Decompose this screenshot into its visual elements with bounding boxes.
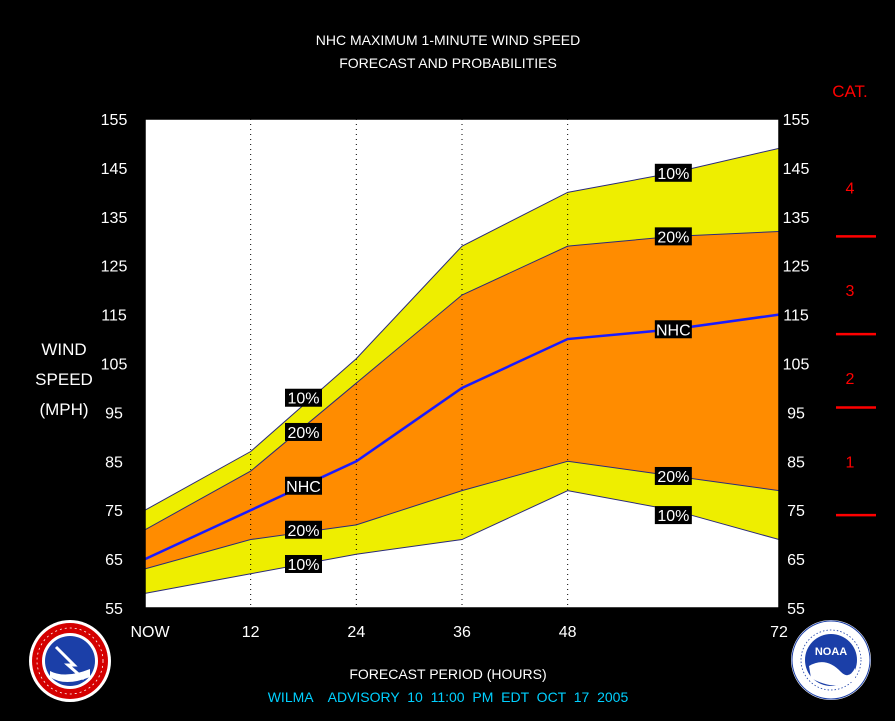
series-label-8: 20% — [657, 469, 689, 486]
y-tick-left-85: 85 — [105, 454, 123, 471]
y-tick-left-125: 125 — [101, 259, 128, 276]
x-tick-NOW: NOW — [130, 624, 170, 641]
series-label-box-0 — [285, 388, 322, 407]
y-tick-right-115: 115 — [783, 308, 809, 325]
category-label-2: 2 — [846, 371, 855, 388]
x-tick-12: 12 — [242, 624, 260, 641]
y-tick-left-115: 115 — [101, 308, 127, 325]
noaa-logo: NOAA — [791, 620, 871, 700]
chart-title-line1: NHC MAXIMUM 1-MINUTE WIND SPEED — [316, 32, 580, 48]
y-tick-left-155: 155 — [101, 112, 128, 129]
y-tick-right-135: 135 — [783, 210, 810, 227]
series-label-box-2 — [285, 476, 322, 495]
series-label-0: 10% — [287, 391, 319, 408]
y-tick-left-55: 55 — [105, 601, 123, 618]
y-tick-left-95: 95 — [105, 405, 123, 422]
y-tick-right-145: 145 — [783, 161, 810, 178]
series-label-4: 10% — [287, 557, 319, 574]
y-tick-left-75: 75 — [105, 503, 123, 520]
y-tick-left-65: 65 — [105, 552, 123, 569]
y-tick-right-55: 55 — [787, 601, 805, 618]
series-label-5: 10% — [657, 166, 689, 183]
y-tick-left-105: 105 — [101, 357, 128, 374]
plot-frame — [144, 118, 780, 609]
y-tick-right-75: 75 — [787, 503, 805, 520]
category-label-3: 3 — [846, 283, 855, 300]
category-header: CAT. — [832, 82, 868, 101]
y-tick-left-145: 145 — [101, 161, 128, 178]
national-weather-service-logo — [29, 620, 111, 702]
y-tick-right-105: 105 — [783, 357, 810, 374]
y-axis-label-line2: SPEED — [35, 370, 93, 389]
series-label-7: NHC — [656, 322, 691, 339]
series-label-9: 10% — [657, 508, 689, 525]
series-label-6: 20% — [657, 229, 689, 246]
y-tick-right-65: 65 — [787, 552, 805, 569]
category-label-1: 1 — [846, 454, 855, 471]
series-label-box-7 — [654, 320, 692, 339]
y-tick-left-135: 135 — [101, 210, 128, 227]
series-label-box-6 — [654, 227, 692, 246]
x-tick-48: 48 — [559, 624, 577, 641]
y-axis-label-line1: WIND — [41, 340, 86, 359]
series-label-1: 20% — [287, 425, 319, 442]
series-label-box-9 — [654, 506, 692, 525]
y-tick-right-85: 85 — [787, 454, 805, 471]
noaa-logo-text: NOAA — [815, 646, 847, 658]
x-tick-72: 72 — [770, 624, 788, 641]
series-label-box-3 — [285, 520, 322, 539]
x-tick-36: 36 — [453, 624, 471, 641]
y-axis-label-line3: (MPH) — [39, 400, 88, 419]
series-label-box-8 — [654, 466, 692, 485]
y-tick-right-95: 95 — [787, 405, 805, 422]
y-tick-right-125: 125 — [783, 259, 810, 276]
series-label-box-1 — [285, 422, 322, 441]
x-axis-label: FORECAST PERIOD (HOURS) — [349, 666, 546, 682]
x-tick-24: 24 — [347, 624, 365, 641]
advisory-line: WILMA ADVISORY 10 11:00 PM EDT OCT 17 20… — [268, 689, 629, 705]
y-tick-right-155: 155 — [783, 112, 810, 129]
series-label-2: NHC — [286, 479, 321, 496]
series-label-3: 20% — [287, 523, 319, 540]
series-label-box-5 — [654, 163, 692, 182]
series-label-box-4 — [285, 554, 322, 573]
chart-title-line2: FORECAST AND PROBABILITIES — [339, 55, 557, 71]
category-label-4: 4 — [846, 180, 855, 197]
